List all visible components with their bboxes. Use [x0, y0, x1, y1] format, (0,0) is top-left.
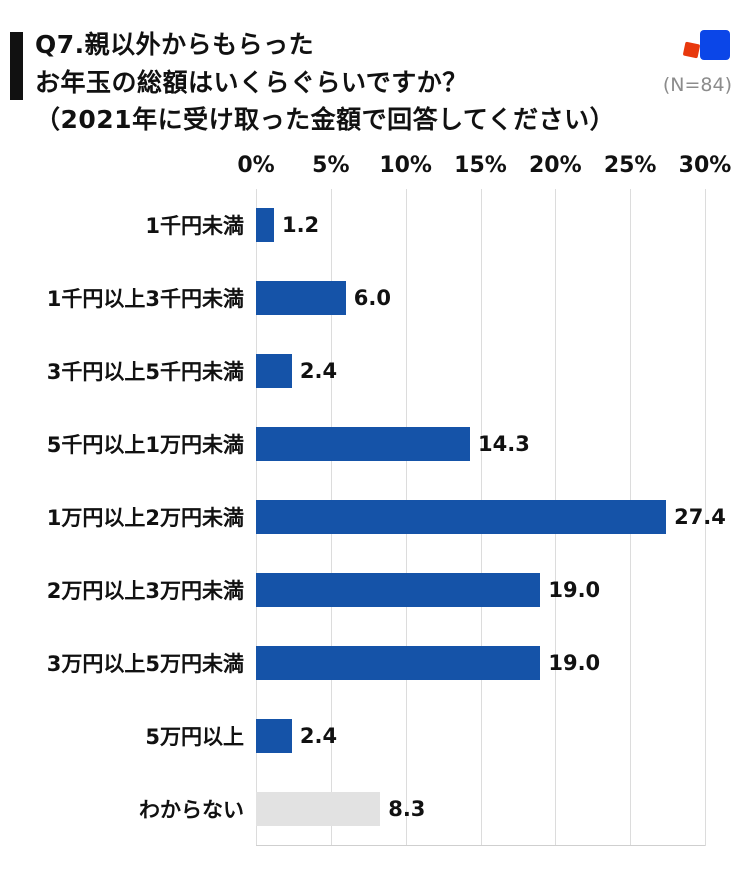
bar — [256, 354, 292, 388]
bar-value-label: 27.4 — [674, 505, 726, 529]
bar-value-label: 14.3 — [478, 432, 530, 456]
category-label: 2万円以上3万円未満 — [46, 579, 244, 603]
bar — [256, 573, 541, 607]
bar-track: 8.3 — [256, 773, 705, 846]
bar-chart: 0% 5% 10% 15% 20% 25% 30% 1千円未満 1.2 1千円以上3千円未満 6.… — [16, 152, 731, 846]
bar-value-label: 6.0 — [353, 286, 391, 310]
page-title-line1: Q7.親以外からもらった — [35, 30, 315, 59]
axis-tick-label: 30% — [678, 152, 732, 178]
axis-tick-label: 25% — [603, 152, 657, 178]
bar-value-label: 8.3 — [388, 797, 426, 821]
chart-row: 1千円以上3千円未満 6.0 — [16, 262, 705, 335]
chart-row: 1千円未満 1.2 — [16, 189, 705, 262]
bar-value-label: 2.4 — [299, 724, 338, 748]
page-title-line2: お年玉の総額はいくらぐらいですか？ — [35, 67, 468, 97]
category-label: 3万円以上5万円未満 — [46, 652, 244, 676]
bar-track: 14.3 — [256, 408, 705, 481]
title-accent-bar — [10, 32, 23, 100]
bar — [256, 208, 274, 242]
category-label: 1万円以上2万円未満 — [46, 506, 244, 530]
page-title-line3: （2021年に受け取った金額で回答してください） — [35, 105, 616, 134]
header-meta: (N=84) — [663, 26, 732, 96]
sample-size-label: (N=84) — [662, 74, 732, 96]
chart-row: 1万円以上2万円未満 27.4 — [16, 481, 726, 554]
bar-value-label: 19.0 — [548, 578, 601, 602]
category-label: 5千円以上1万円未満 — [46, 433, 244, 457]
bar — [256, 500, 667, 534]
axis-tick-label: 20% — [528, 152, 582, 178]
plot-area: 1千円未満 1.2 1千円以上3千円未満 6.0 3千円以上5千円未満 2.4 5千円以上1… — [16, 188, 726, 846]
category-label: わからない — [139, 798, 244, 822]
bar-track: 27.4 — [256, 481, 726, 554]
chart-row: 3千円以上5千円未満 2.4 — [16, 335, 705, 408]
axis-tick-label: 15% — [454, 152, 507, 178]
category-label: 3千円以上5千円未満 — [46, 360, 244, 384]
chart-row: 3万円以上5万円未満 19.0 — [16, 627, 705, 700]
bar-value-label: 2.4 — [299, 359, 338, 383]
logo-blue-square-icon — [700, 30, 730, 60]
category-label: 5万円以上 — [145, 725, 244, 749]
title-block: Q7.親以外からもらった お年玉の総額はいくらぐらいですか？ （2021年に受け… — [10, 26, 615, 139]
bar-track: 6.0 — [256, 262, 705, 335]
bar-track: 2.4 — [256, 700, 705, 773]
bar-track: 19.0 — [256, 554, 705, 627]
chart-row: 5千円以上1万円未満 14.3 — [16, 408, 705, 481]
bar — [256, 281, 346, 315]
page-title: Q7.親以外からもらった お年玉の総額はいくらぐらいですか？ （2021年に受け… — [35, 26, 615, 139]
bar-value-label: 19.0 — [548, 651, 601, 675]
bar-value-label: 1.2 — [281, 213, 320, 237]
chart-rows: 1千円未満 1.2 1千円以上3千円未満 6.0 3千円以上5千円未満 2.4 5千円以上1… — [16, 189, 726, 846]
logo-red-square-icon — [682, 41, 701, 59]
bar-track: 1.2 — [256, 189, 705, 262]
chart-row: 2万円以上3万円未満 19.0 — [16, 554, 705, 627]
bar-track: 19.0 — [256, 627, 705, 700]
bar — [256, 427, 471, 461]
bar — [256, 792, 381, 826]
axis-tick-label: 5% — [312, 152, 350, 178]
x-axis-baseline — [256, 844, 705, 846]
axis-ticks: 0% 5% 10% 15% 20% 25% 30% — [237, 152, 731, 189]
axis-tick-label: 10% — [379, 152, 432, 178]
bar — [256, 719, 292, 753]
category-label: 1千円未満 — [145, 214, 244, 238]
header: Q7.親以外からもらった お年玉の総額はいくらぐらいですか？ （2021年に受け… — [0, 0, 750, 139]
bar-track: 2.4 — [256, 335, 705, 408]
chart-row: 5万円以上 2.4 — [16, 700, 705, 773]
chart-row: わからない 8.3 — [16, 773, 705, 846]
axis-tick-label: 0% — [237, 152, 275, 178]
brand-logo-icon — [682, 28, 732, 66]
bar — [256, 646, 541, 680]
gridline — [705, 188, 706, 846]
category-label: 1千円以上3千円未満 — [46, 287, 244, 311]
